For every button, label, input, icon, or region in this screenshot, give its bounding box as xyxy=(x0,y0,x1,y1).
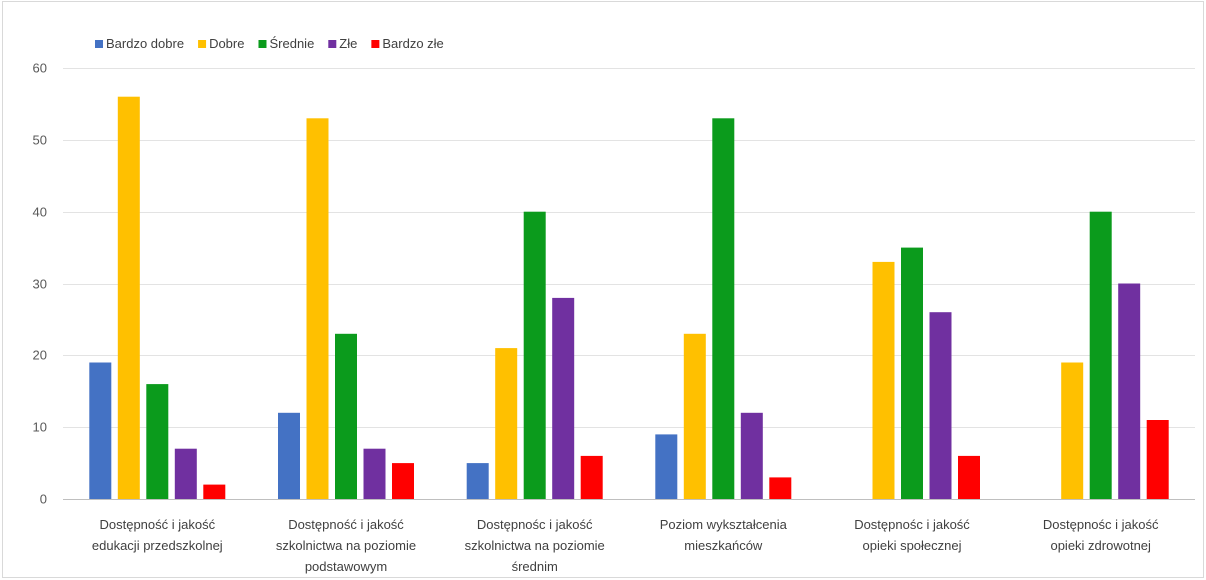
legend-label: Złe xyxy=(339,36,357,51)
x-category-label-line: edukacji przedszkolnej xyxy=(92,538,223,553)
legend-swatch xyxy=(95,40,103,48)
bar-średnie xyxy=(901,247,923,499)
x-category-label: Dostępnośc i jakość opieki zdrowotnej xyxy=(1043,517,1159,553)
bar-średnie xyxy=(146,384,169,499)
legend-swatch xyxy=(328,40,337,48)
bar-bardzo-złe xyxy=(580,455,603,499)
bar-średnie xyxy=(1089,211,1112,499)
bar-złe xyxy=(174,448,197,499)
x-category-label-line: Dostępność i jakość xyxy=(288,517,404,532)
y-tick-label: 50 xyxy=(33,133,47,148)
bar-bardzo-złe xyxy=(392,463,414,499)
bars xyxy=(89,96,1169,500)
bar-bardzo-złe xyxy=(769,477,792,499)
bar-bardzo-dobre xyxy=(655,434,678,499)
bar-bardzo-dobre xyxy=(89,362,112,499)
bar-złe xyxy=(363,448,386,499)
x-category-label: Dostępność i jakość edukacji przedszkolne… xyxy=(92,517,223,553)
x-category-label: Dostępnośc i jakość szkolnictwa na poziom… xyxy=(465,517,605,574)
legend: Bardzo dobre Dobre Średnie Złe Bardzo złe xyxy=(95,36,444,51)
legend-swatch xyxy=(371,40,380,48)
gridlines xyxy=(63,68,1195,500)
bar-bardzo-złe xyxy=(958,455,980,499)
x-category-label-line: Dostępnośc i jakość xyxy=(1043,517,1159,532)
bar-bardzo-złe xyxy=(1146,420,1169,499)
bar-złe xyxy=(552,297,575,499)
bar-średnie xyxy=(523,211,546,499)
x-category-label-line: Poziom wykształcenia xyxy=(660,517,788,532)
x-category-label: Dostępnośc i jakość opieki społecznej xyxy=(854,517,970,553)
bar-dobre xyxy=(117,96,140,499)
x-category-label-line: Dostępnośc i jakość xyxy=(854,517,970,532)
x-category-label-line: mieszkańców xyxy=(684,538,763,553)
legend-label: Średnie xyxy=(269,36,314,51)
bar-dobre xyxy=(683,333,706,499)
y-tick-label: 0 xyxy=(40,492,47,507)
legend-label: Dobre xyxy=(209,36,244,51)
x-category-label-line: opieki zdrowotnej xyxy=(1050,538,1151,553)
x-category-label-line: średnim xyxy=(512,559,558,574)
x-category-label: Dostępność i jakość szkolnictwa na poziom… xyxy=(276,517,416,574)
legend-label: Bardzo dobre xyxy=(106,36,184,51)
bar-dobre xyxy=(495,348,518,499)
x-category-label-line: opieki społecznej xyxy=(862,538,961,553)
bar-złe xyxy=(740,412,763,499)
x-category-label-line: podstawowym xyxy=(305,559,387,574)
y-tick-label: 30 xyxy=(33,277,47,292)
bar-średnie xyxy=(712,118,735,500)
legend-swatch xyxy=(198,40,207,48)
bar-bardzo-dobre xyxy=(466,463,489,499)
bar-bardzo-złe xyxy=(203,484,226,499)
x-axis-categories: Dostępność i jakość edukacji przedszkolne… xyxy=(92,517,1159,574)
x-category-label-line: Dostępność i jakość xyxy=(99,517,215,532)
bar-dobre xyxy=(306,118,329,500)
y-tick-label: 10 xyxy=(33,420,47,435)
x-category-label-line: Dostępnośc i jakość xyxy=(477,517,593,532)
x-category-label-line: szkolnictwa na poziomie xyxy=(465,538,605,553)
bar-bardzo-dobre xyxy=(278,412,300,499)
legend-label: Bardzo złe xyxy=(382,36,443,51)
y-tick-label: 60 xyxy=(33,61,47,76)
y-tick-label: 20 xyxy=(33,348,47,363)
x-category-label: Poziom wykształcenia mieszkańców xyxy=(660,517,788,553)
legend-swatch xyxy=(258,40,267,48)
bar-chart: 0 10 20 30 40 50 60 Dostępność i jakość edukacj… xyxy=(33,36,1195,574)
y-tick-label: 40 xyxy=(33,205,47,220)
y-axis-ticks: 0 10 20 30 40 50 60 xyxy=(33,61,47,507)
bar-średnie xyxy=(335,333,357,499)
bar-dobre xyxy=(1061,362,1084,499)
bar-dobre xyxy=(872,261,895,499)
bar-złe xyxy=(1118,283,1141,499)
bar-złe xyxy=(929,312,952,499)
x-category-label-line: szkolnictwa na poziomie xyxy=(276,538,416,553)
